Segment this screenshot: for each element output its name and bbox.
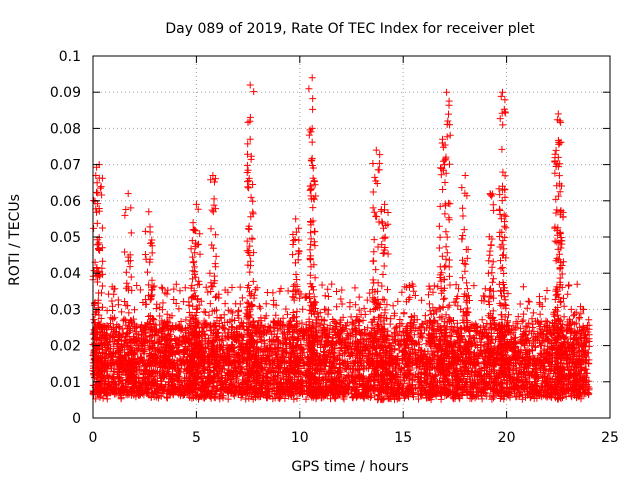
data-point: [410, 331, 418, 339]
data-point: [578, 326, 586, 334]
data-point: [542, 317, 550, 325]
data-point: [219, 394, 227, 402]
data-points: [89, 74, 593, 404]
data-point: [388, 332, 396, 340]
data-point: [255, 393, 263, 401]
data-point: [207, 368, 215, 376]
data-point: [401, 377, 409, 385]
data-point: [220, 365, 228, 373]
data-point: [453, 319, 461, 327]
data-point: [421, 374, 429, 382]
data-point: [397, 380, 405, 388]
data-point: [375, 390, 383, 398]
data-point: [350, 325, 358, 333]
data-point: [504, 317, 511, 325]
data-point: [518, 318, 526, 325]
data-point: [475, 388, 483, 396]
data-point: [99, 394, 107, 402]
data-point: [267, 338, 275, 346]
data-point: [281, 334, 289, 342]
data-point: [228, 316, 236, 324]
data-point: [478, 395, 486, 403]
data-point: [569, 366, 577, 374]
data-point: [182, 316, 190, 324]
data-point: [211, 392, 219, 400]
data-point: [583, 369, 591, 377]
data-point: [397, 332, 405, 340]
data-point: [217, 314, 225, 322]
data-point: [177, 318, 185, 325]
chart-title: Day 089 of 2019, Rate Of TEC Index for r…: [165, 21, 535, 37]
data-point: [163, 393, 171, 401]
data-point: [547, 330, 555, 338]
data-point: [329, 316, 337, 323]
data-point: [289, 333, 297, 341]
data-point: [371, 392, 379, 400]
data-point: [165, 351, 173, 359]
data-point: [224, 395, 232, 403]
y-axis-label: ROTI / TECUs: [7, 194, 23, 286]
data-point: [584, 349, 592, 357]
data-point: [472, 320, 480, 328]
data-point: [108, 379, 116, 387]
data-point: [217, 337, 225, 345]
x-axis-label: GPS time / hours: [291, 459, 408, 475]
data-point: [510, 334, 518, 342]
data-point: [427, 322, 435, 330]
data-point: [517, 325, 525, 333]
data-point: [134, 342, 142, 350]
